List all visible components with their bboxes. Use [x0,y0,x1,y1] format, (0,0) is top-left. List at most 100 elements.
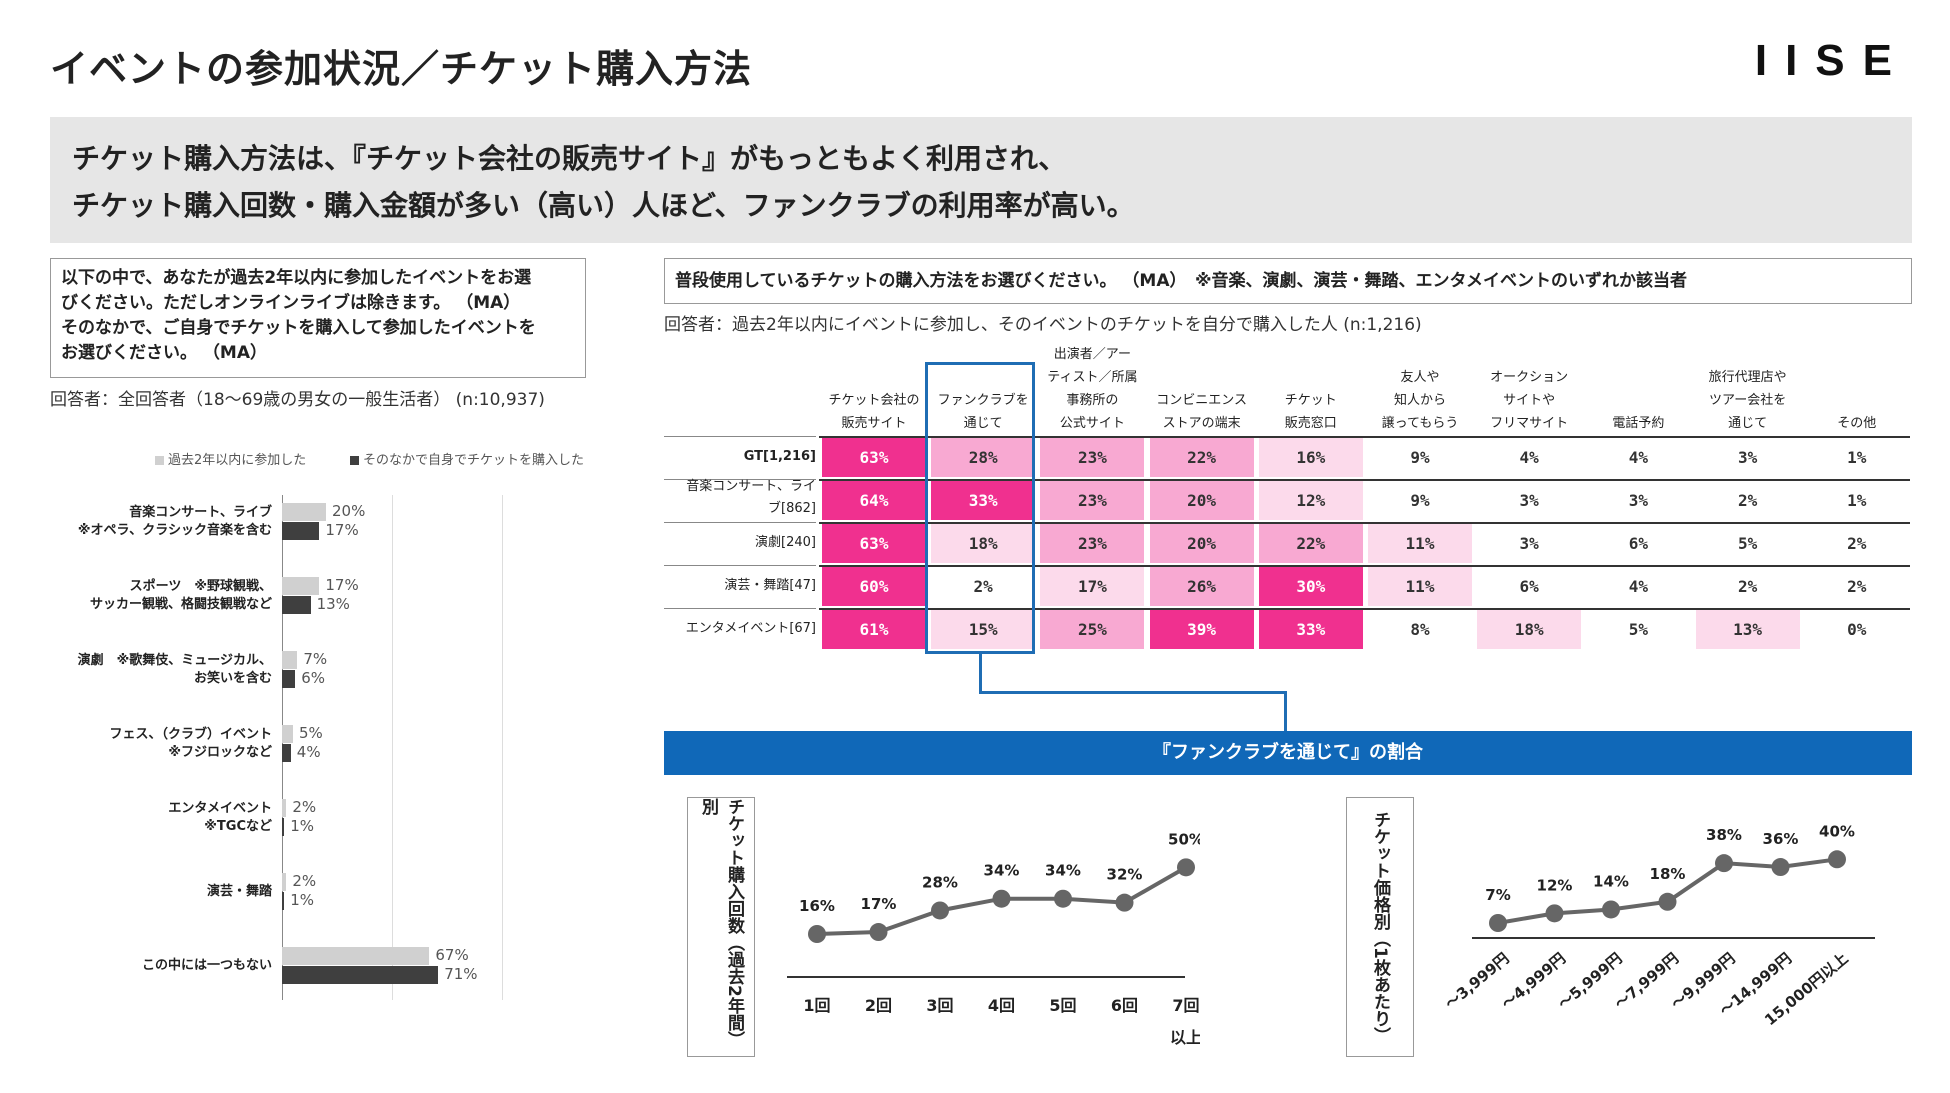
table-cell: 13% [1695,610,1800,649]
table-cell: 23% [1040,438,1145,477]
table-cell: 11% [1368,567,1472,606]
table-column-header-line: 知人から [1393,393,1446,408]
table-column-header-line: 販売サイト [841,416,907,431]
table-row-header-line: ブ[862] [768,501,816,516]
line-category-label: 6回 [1111,996,1138,1015]
page-title: イベントの参加状況／チケット購入方法 [50,47,753,91]
table-column-header-line: チケット会社の [828,393,920,408]
table-row-divider [664,565,816,566]
fanclub-ratio-banner: 『ファンクラブを通じて』の割合 [664,731,1912,775]
line-value-label: 38% [1706,826,1742,844]
table-cell: 3% [1737,448,1758,467]
table-cell: 11% [1368,524,1472,563]
table-cell: 3% [1519,491,1539,510]
left-question-line: 以下の中で、あなたが過去2年以内に参加したイベントをお選 [61,268,532,288]
line-value-label: 32% [1107,866,1143,884]
table-cell: 25% [1040,610,1145,649]
bar [282,522,320,540]
line-value-label: 40% [1819,822,1855,840]
table-cell: 30% [1258,567,1363,606]
table-row-divider [819,608,1910,610]
table-cell: 22% [1258,524,1363,563]
table-cell: 4% [1628,577,1649,596]
left-question-line: そのなかで、ご自身でチケットを購入して参加したイベントを [61,318,536,338]
line-point [1658,892,1677,911]
legend-swatch-light [155,456,164,465]
line-point [1115,893,1134,912]
table-column-header: チケット 販売窓口 [1259,340,1363,435]
bar-category-label: 演芸・舞踏 [40,883,272,901]
table-row-header: 音楽コンサート、ライ ブ[862] [664,476,816,520]
bar [282,744,291,762]
table-column-header-line: 友人や [1400,370,1440,385]
legend-swatch-dark [350,456,359,465]
line-value-label: 7% [1485,886,1510,904]
bar-category-line: 音楽コンサート、ライブ [129,505,272,520]
table-column-header-line: ファンクラブを [937,393,1029,408]
table-row-divider [664,479,816,480]
purchase-count-label: チケット購入回数（過去2年間）別 [698,798,744,1048]
line-category-label: 5回 [1049,996,1076,1015]
table-column-header: オークション サイトや フリマサイト [1477,340,1581,435]
table-cell: 20% [1149,524,1254,563]
table-column-header-line: 譲ってもらう [1381,416,1459,431]
line-point [931,901,949,920]
table-column-header-line: フリマサイト [1490,416,1569,431]
bar-category-line: フェス、（クラブ）イベント [109,727,272,742]
bar-category-line: スポーツ ※野球観戦、 [129,579,272,594]
bar-value-label: 20% [332,502,366,520]
bar-category-label: エンタメイベント ※TGCなど [40,800,272,836]
table-column-header-line: ツアー会社を [1708,393,1787,408]
table-column-header-line: ストアの端末 [1162,416,1241,431]
price-label: チケット価格別（1枚あたり） [1370,810,1390,1044]
bar-gridline [502,495,503,1000]
table-cell: 2% [1737,577,1758,596]
table-cell: 63% [822,438,926,477]
table-column-header: ファンクラブを 通じて [931,340,1035,435]
line-point [808,925,826,943]
table-cell: 1% [1847,448,1867,467]
line-point [869,923,888,942]
table-row-divider [819,436,1910,438]
right-respondents: 回答者：過去2年以内にイベントに参加し、そのイベントのチケットを自分で購入した人… [664,315,1422,335]
table-cell: 64% [822,481,926,520]
table-column-header-line: 電話予約 [1612,416,1665,431]
legend-label: そのなかで自身でチケットを購入した [363,453,585,468]
table-column-header-line: 通じて [1728,416,1768,431]
table-column-header-line: その他 [1837,416,1877,431]
connector-line [1284,691,1287,731]
table-cell: 3% [1519,534,1539,553]
table-row-header-line: エンタメイベント[67] [685,621,816,636]
bar-value-label: 1% [290,891,314,909]
line-category-label: 以上 [1170,1028,1200,1047]
table-column-header-line: ティスト／所属 [1047,370,1138,385]
table-cell: 63% [822,524,926,563]
table-column-header-line: 事務所の [1066,393,1119,408]
bar [282,503,326,521]
bar-category-line: この中には一つもない [141,958,272,973]
left-question-line: お選びください。 （MA） [61,343,267,363]
table-cell: 5% [1628,620,1649,639]
table-cell: 33% [931,481,1036,520]
bar [282,966,439,984]
line-point [1545,904,1564,923]
left-question-box: 以下の中で、あなたが過去2年以内に参加したイベントをお選 びください。ただしオン… [50,258,586,378]
line-point [1177,858,1195,877]
table-cell: 2% [1847,534,1867,553]
right-question-box: 普段使用しているチケットの購入方法をお選びください。 （MA） ※音楽、演劇、演… [664,258,1912,304]
table-column-header-line: 出演者／アー [1053,347,1131,362]
line-value-label: 14% [1593,872,1629,890]
table-column-header-line: サイトや [1503,393,1556,408]
bar-category-line: 演芸・舞踏 [206,884,272,899]
fanclub-column-highlight [925,362,1035,654]
bar [282,873,287,891]
table-row-header-line: 演芸・舞踏[47] [724,578,816,593]
bar-category-line: サッカー観戦、格闘技観戦など [89,597,272,612]
table-column-header: 旅行代理店や ツアー会社を 通じて [1696,340,1800,435]
table-column-header-line: 販売窓口 [1284,416,1337,431]
line-point [1602,900,1620,919]
table-cell: 39% [1149,610,1254,649]
table-cell: 6% [1628,534,1649,553]
bar [282,818,285,836]
